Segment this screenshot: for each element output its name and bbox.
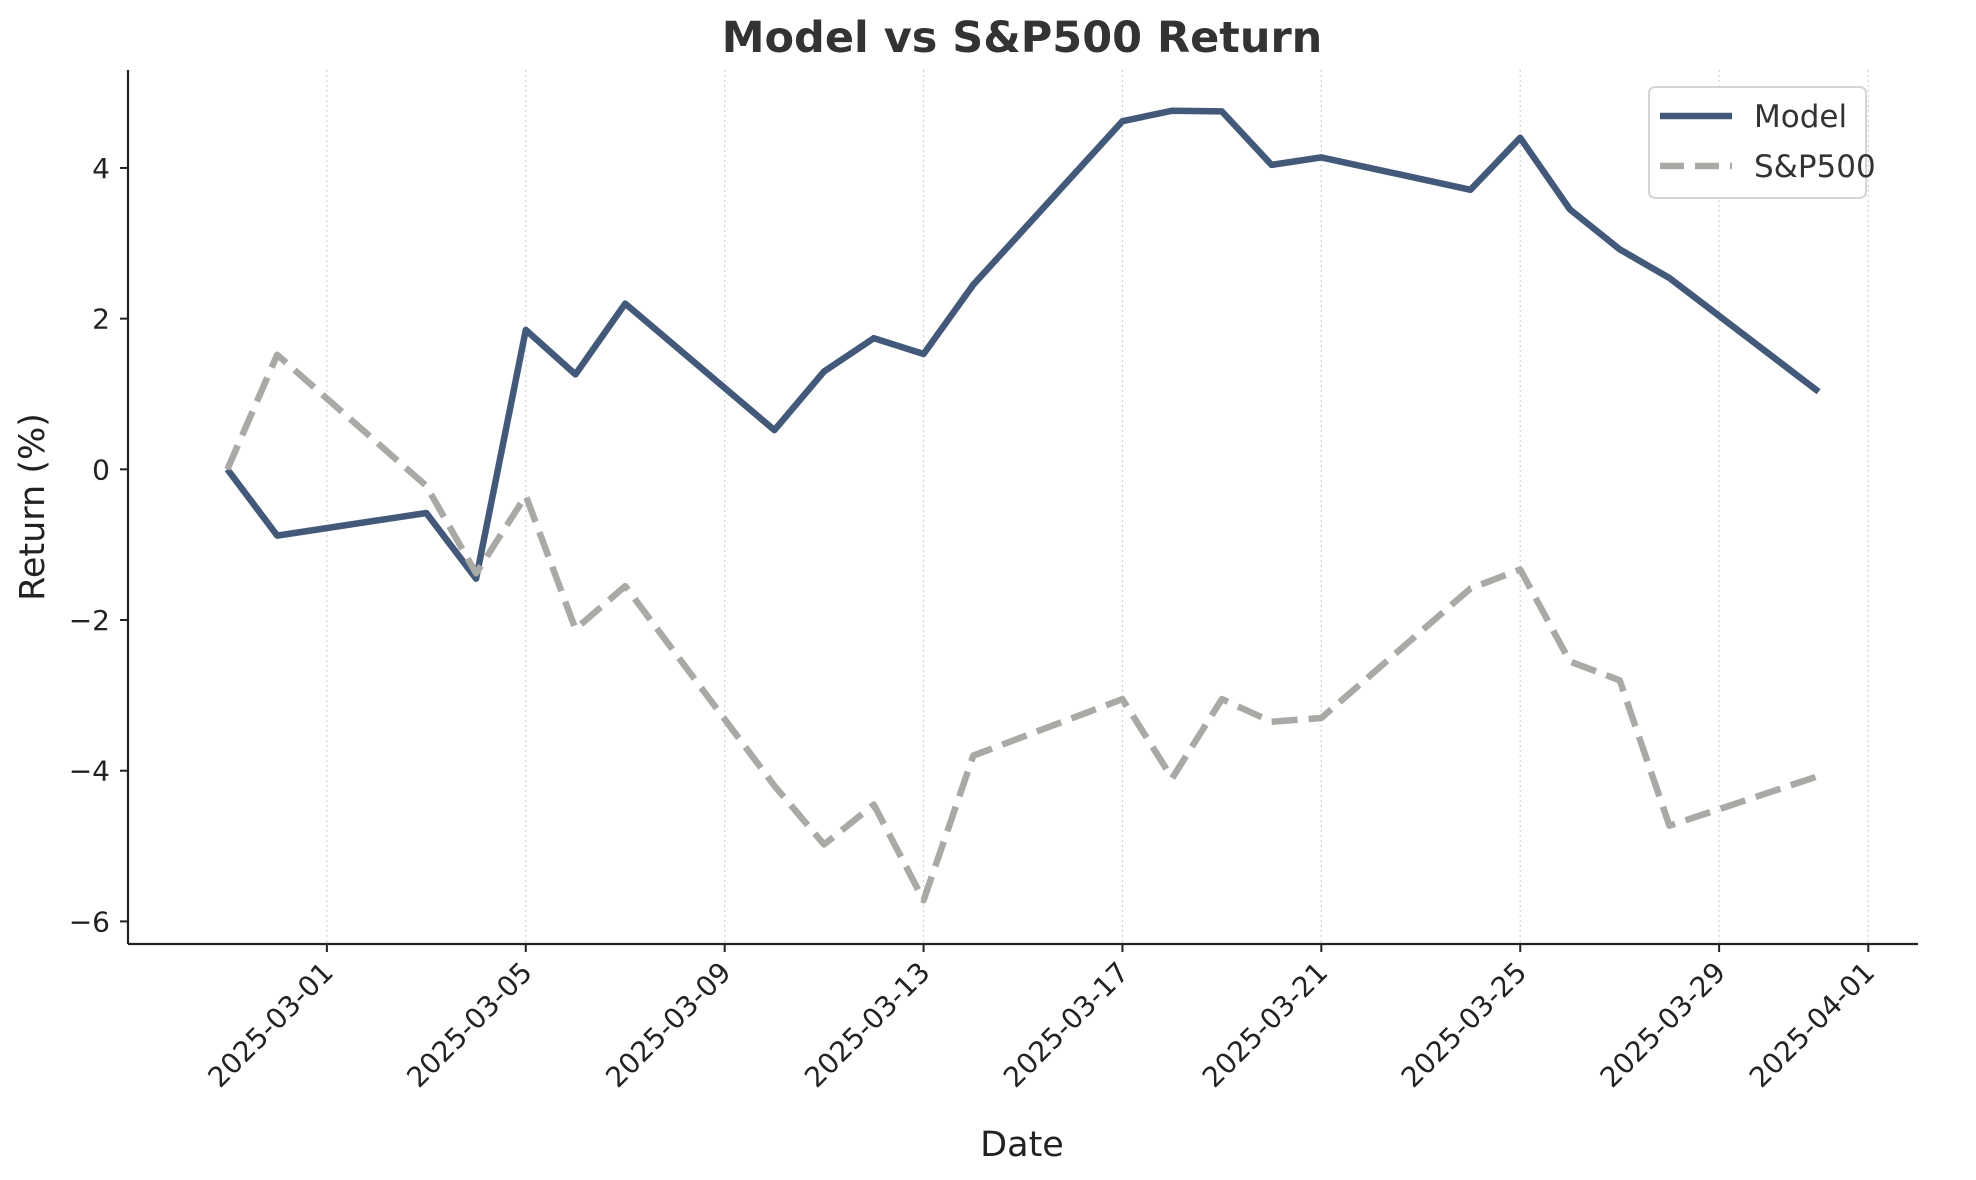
x-tick-label: 2025-03-25 xyxy=(1395,956,1533,1094)
x-tick-label: 2025-03-01 xyxy=(201,956,339,1094)
y-tick-label: 2 xyxy=(92,303,110,336)
series-group xyxy=(224,107,1821,904)
chart-title: Model vs S&P500 Return xyxy=(722,13,1323,63)
legend-label: Model xyxy=(1754,99,1847,135)
y-tick-label: −2 xyxy=(69,604,110,637)
x-ticks: 2025-03-01 2025-03-05 2025-03-09 2025-03-13… xyxy=(201,944,1881,1094)
legend-label: S&P500 xyxy=(1754,149,1876,185)
x-tick-label: 2025-03-29 xyxy=(1594,956,1732,1094)
y-tick-label: 0 xyxy=(92,453,110,486)
x-tick-label: 2025-03-09 xyxy=(599,956,737,1094)
axes xyxy=(126,70,1918,946)
y-tick-label: 4 xyxy=(92,152,110,185)
legend: Model S&P500 xyxy=(1648,86,1876,199)
x-tick-label: 2025-03-05 xyxy=(400,956,538,1094)
y-tick-label: −6 xyxy=(69,905,110,938)
x-tick-label: 2025-03-17 xyxy=(997,956,1135,1094)
series-line-model xyxy=(224,107,1821,582)
x-tick-label: 2025-04-01 xyxy=(1743,956,1881,1094)
series-line-s-p500 xyxy=(224,351,1820,904)
y-tick-label: −4 xyxy=(69,755,110,788)
x-tick-label: 2025-03-21 xyxy=(1196,956,1334,1094)
y-axis-label: Return (%) xyxy=(13,413,53,601)
x-tick-label: 2025-03-13 xyxy=(798,956,936,1094)
grid xyxy=(326,70,1869,944)
y-ticks: −6 −4 −2 0 2 4 xyxy=(69,152,128,938)
x-axis-label: Date xyxy=(980,1125,1064,1165)
